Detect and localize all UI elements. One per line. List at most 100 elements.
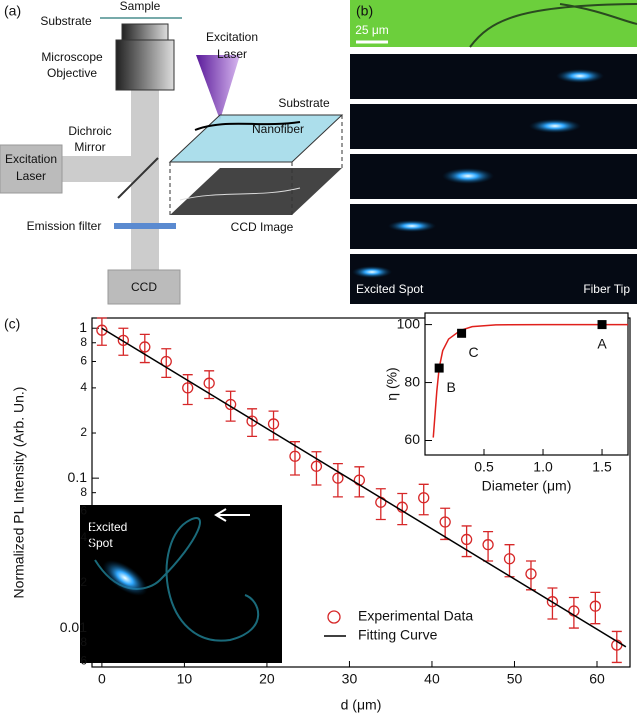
x-axis-label: d (μm): [341, 697, 382, 713]
ccd-box: [107, 269, 181, 305]
error-bar: [332, 462, 343, 498]
legend-label: Fitting Curve: [358, 627, 438, 643]
label: CCD: [131, 280, 157, 294]
y-tick-label: 6: [80, 654, 87, 668]
data-point: [203, 377, 215, 389]
spot: [102, 560, 148, 596]
label: Excited Spot: [356, 282, 424, 296]
data-point: [460, 533, 473, 546]
data-point: [310, 460, 323, 472]
y-tick-label: 8: [80, 635, 87, 649]
label: Laser: [217, 47, 247, 61]
spot: [442, 168, 494, 184]
error-bar: [96, 317, 107, 346]
y-tick-label: 4: [80, 380, 87, 394]
data-point: [525, 568, 537, 580]
panel-b: (b) 25 μm Excited Spot Fiber Tip: [350, 0, 637, 304]
error-bar: [268, 410, 279, 441]
data-point: [503, 553, 516, 565]
label: Nanofiber: [252, 122, 304, 136]
data-point: [546, 596, 559, 608]
point-label: A: [597, 335, 607, 351]
error-bar: [397, 492, 408, 526]
nanofiber: [194, 121, 301, 131]
label: CCD Image: [231, 220, 294, 234]
panel-label: (b): [356, 3, 373, 19]
bright-field: [350, 0, 637, 47]
error-bar: [525, 560, 536, 591]
spot: [388, 220, 436, 232]
legend-swatch: [327, 610, 341, 624]
label: Excited: [88, 520, 127, 534]
y-tick-label: 2: [80, 425, 87, 439]
label: Dichroic: [68, 124, 111, 138]
filter: [114, 223, 176, 229]
spot: [556, 69, 604, 83]
objective: [121, 23, 169, 41]
x-axis-label: Diameter (μm): [482, 478, 572, 494]
ccd-plane: [170, 168, 342, 215]
mirror: [117, 157, 159, 199]
data-point: [418, 492, 430, 504]
error-bar: [483, 530, 494, 562]
inset-image: Excited Spot: [80, 505, 282, 663]
data-point: [246, 415, 258, 427]
y-tick-label: 0.01: [60, 619, 87, 635]
data-point: [289, 450, 301, 462]
data-point: [182, 382, 194, 394]
point-label: B: [446, 379, 455, 395]
label: Fiber Tip: [583, 282, 630, 296]
y-axis-label: Normalized PL Intensity (Arb. Un.): [11, 387, 27, 599]
fiber-image: [179, 187, 301, 201]
data-point: [96, 324, 108, 336]
beam: [60, 156, 146, 182]
y-tick-label: 6: [80, 354, 87, 368]
y-tick-label: 60: [404, 431, 420, 447]
x-tick-label: 10: [177, 671, 193, 687]
frame: [350, 104, 637, 149]
y-tick-label: 100: [397, 315, 421, 331]
panel-label: (a): [4, 3, 21, 19]
data-point: [139, 341, 151, 353]
point-label: C: [469, 344, 479, 360]
laser-box: [0, 144, 63, 194]
label: Substrate: [40, 14, 92, 28]
error-bar: [247, 408, 258, 438]
objective: [115, 39, 175, 91]
label: Objective: [47, 66, 97, 80]
y-tick-label: 2: [80, 575, 87, 589]
y-tick-label: 8: [80, 485, 87, 499]
error-bar: [611, 630, 622, 664]
error-bar: [418, 483, 429, 516]
error-bar: [161, 348, 172, 379]
guide: [169, 115, 343, 215]
data-point: [597, 320, 607, 330]
error-bar: [289, 441, 300, 476]
fit-line: [101, 327, 627, 648]
error-bar: [461, 525, 472, 558]
x-tick-label: 40: [424, 671, 440, 687]
label: Sample: [120, 0, 161, 13]
x-tick-label: 0: [98, 671, 106, 687]
y-tick-label: 80: [404, 373, 420, 389]
data-point: [224, 398, 237, 411]
label: Spot: [88, 536, 113, 550]
y-tick-label: 0.1: [68, 469, 88, 485]
x-tick-label: 50: [507, 671, 523, 687]
fiber: [469, 3, 637, 48]
x-tick-label: 60: [589, 671, 605, 687]
y-tick-label: 8: [80, 335, 87, 349]
x-tick-label: 1.0: [533, 459, 553, 475]
x-tick-label: 20: [259, 671, 275, 687]
panel-a: (a) Sample Substrate Microscope Objectiv…: [0, 0, 344, 305]
data-point: [482, 539, 494, 551]
label: Substrate: [278, 96, 330, 110]
spot: [529, 119, 581, 133]
error-bar: [504, 544, 515, 578]
label: Excitation: [206, 30, 258, 44]
error-bar: [139, 333, 150, 364]
label: Mirror: [74, 140, 105, 154]
scale-label: 25 μm: [355, 23, 389, 37]
